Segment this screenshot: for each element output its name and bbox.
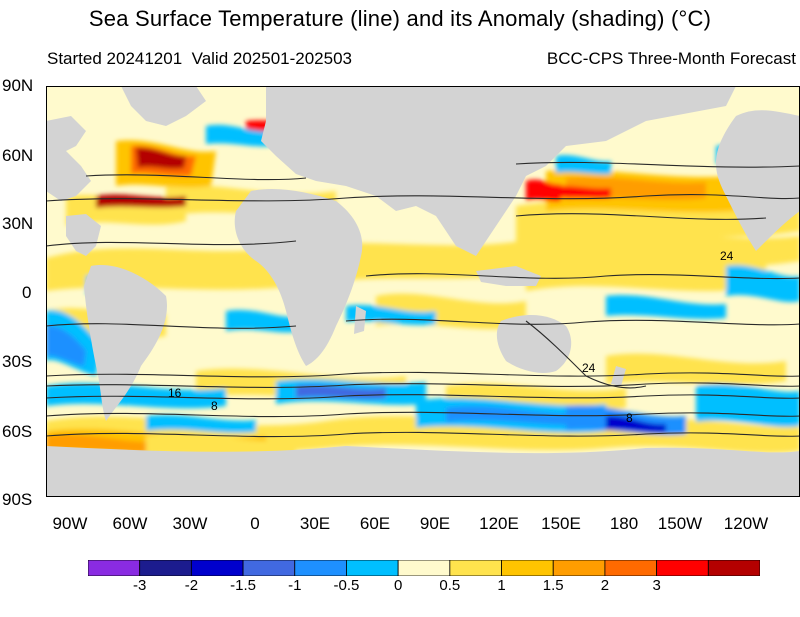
colorbar-boxes <box>88 560 760 576</box>
north-america-west <box>716 110 800 251</box>
lat-label-30n: 30N <box>2 214 34 233</box>
lon-label-90w: 90W <box>52 514 88 533</box>
colorbar-swatch <box>397 560 451 576</box>
eurasia <box>261 86 736 256</box>
antarctica <box>46 446 800 497</box>
north-america-east <box>46 116 91 201</box>
colorbar-label: -1.5 <box>230 577 256 594</box>
started-label: Started 20241201 <box>47 49 183 68</box>
colorbar-swatch <box>707 560 760 576</box>
colorbar-swatch <box>88 560 141 576</box>
colorbar-swatch <box>656 560 709 576</box>
colorbar-label: 1.5 <box>542 577 564 594</box>
lon-label-90e: 90E <box>419 514 451 533</box>
sst-contours <box>46 161 800 438</box>
colorbar-swatch <box>552 560 606 576</box>
lat-label-90n: 90N <box>2 76 34 95</box>
colorbar-swatch <box>139 560 192 576</box>
lon-label-150w: 150W <box>657 514 703 533</box>
colorbar-swatch <box>190 560 244 576</box>
colorbar-swatch <box>501 560 554 576</box>
lon-label-60e: 60E <box>359 514 391 533</box>
lat-label-eq: 0 <box>22 283 32 302</box>
colorbar-label: -3 <box>133 577 147 594</box>
lat-label-30s: 30S <box>2 352 33 371</box>
colorbar-label: 3 <box>652 577 661 594</box>
colorbar-swatch <box>449 560 502 576</box>
contour-label: 8 <box>211 399 218 413</box>
lat-label-60n: 60N <box>2 146 34 165</box>
forecast-dates: Started 20241201 Valid 202501-202503 <box>47 49 352 69</box>
indonesia <box>476 266 541 286</box>
greenland <box>121 86 206 126</box>
lon-label-30e: 30E <box>299 514 331 533</box>
colorbar-swatch <box>294 560 347 576</box>
sst-map: 24 24 16 8 8 <box>46 86 800 497</box>
sst-map-svg: 24 24 16 8 8 <box>46 86 800 497</box>
lon-label-150e: 150E <box>541 514 581 533</box>
valid-label: Valid 202501-202503 <box>191 49 353 68</box>
colorbar-label: 0.5 <box>439 577 461 594</box>
lat-label-60s: 60S <box>2 422 33 441</box>
contour-label: 8 <box>626 411 633 425</box>
south-america <box>84 265 167 421</box>
colorbar-label: 0 <box>393 577 403 594</box>
model-label: BCC-CPS Three-Month Forecast <box>546 49 796 68</box>
lat-label-90s: 90S <box>2 490 33 509</box>
lon-label-120w: 120W <box>723 514 769 533</box>
africa <box>234 189 363 366</box>
colorbar-swatch <box>242 560 296 576</box>
contour-label: 24 <box>720 249 734 263</box>
colorbar-label: -0.5 <box>333 577 360 594</box>
colorbar-swatch <box>604 560 658 576</box>
land-masses <box>46 86 800 497</box>
central-america <box>66 214 101 256</box>
colorbar-label: -1 <box>288 577 302 594</box>
australia <box>496 314 572 373</box>
colorbar-label: 2 <box>600 577 610 594</box>
contour-label: 16 <box>168 386 182 400</box>
contour-label: 24 <box>582 361 596 375</box>
lon-label-0: 0 <box>250 514 260 533</box>
lon-label-30w: 30W <box>172 514 208 533</box>
new-zealand <box>611 366 626 386</box>
colorbar-swatch <box>346 560 399 576</box>
lon-label-120e: 120E <box>479 514 519 533</box>
colorbar-label: 1 <box>497 577 506 594</box>
contour-label-group: 24 24 16 8 8 <box>168 249 734 425</box>
chart-title: Sea Surface Temperature (line) and its A… <box>88 6 712 31</box>
colorbar <box>88 560 760 576</box>
lon-label-180: 180 <box>609 514 639 533</box>
lon-label-60w: 60W <box>112 514 148 533</box>
colorbar-label: -2 <box>184 577 199 594</box>
